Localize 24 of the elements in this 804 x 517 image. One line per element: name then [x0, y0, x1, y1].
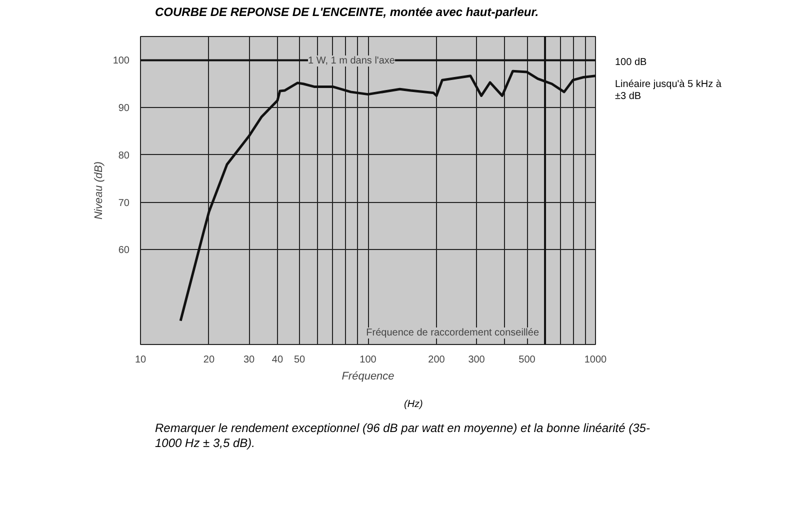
y-tick-label: 60 — [118, 246, 130, 257]
x-tick-label: 1000 — [584, 354, 608, 366]
y-tick-label: 80 — [118, 150, 130, 162]
ref-line-label: 100 dB — [615, 57, 647, 70]
y-axis-title: Niveau (dB) — [92, 162, 105, 220]
x-tick-label: 300 — [468, 354, 486, 366]
text: (Hz) — [404, 399, 423, 412]
y-tick-label: 70 — [118, 198, 130, 210]
x-tick-label: 40 — [272, 354, 284, 366]
annotation: 1 W, 1 m dans l'axe — [308, 56, 396, 67]
ref-line-label: Fréquence de raccordement conseillée — [366, 328, 540, 339]
x-tick-label: 500 — [518, 354, 536, 366]
x-axis-title: Fréquence — [342, 370, 394, 383]
y-tick-label: 100 — [112, 56, 130, 68]
x-tick-label: 50 — [294, 354, 306, 366]
x-tick-label: 20 — [203, 354, 215, 366]
x-tick-label: 30 — [243, 354, 256, 366]
text: Linéaire jusqu'à 5 kHz à ±3 dB — [615, 79, 722, 104]
x-tick-label: 10 — [134, 354, 146, 366]
chart-title: COURBE DE REPONSE DE L'ENCEINTE, montée avec haut-parleur. — [155, 5, 539, 20]
text: Remarquer le rendement exceptionnel (96 dB par watt en moyenne) et la bonne linéarité (35-1000 Hz ± 3,5 dB). — [155, 421, 651, 450]
x-tick-label: 100 — [360, 354, 377, 366]
y-tick-label: 90 — [118, 103, 130, 114]
x-tick-label: 200 — [428, 354, 446, 366]
